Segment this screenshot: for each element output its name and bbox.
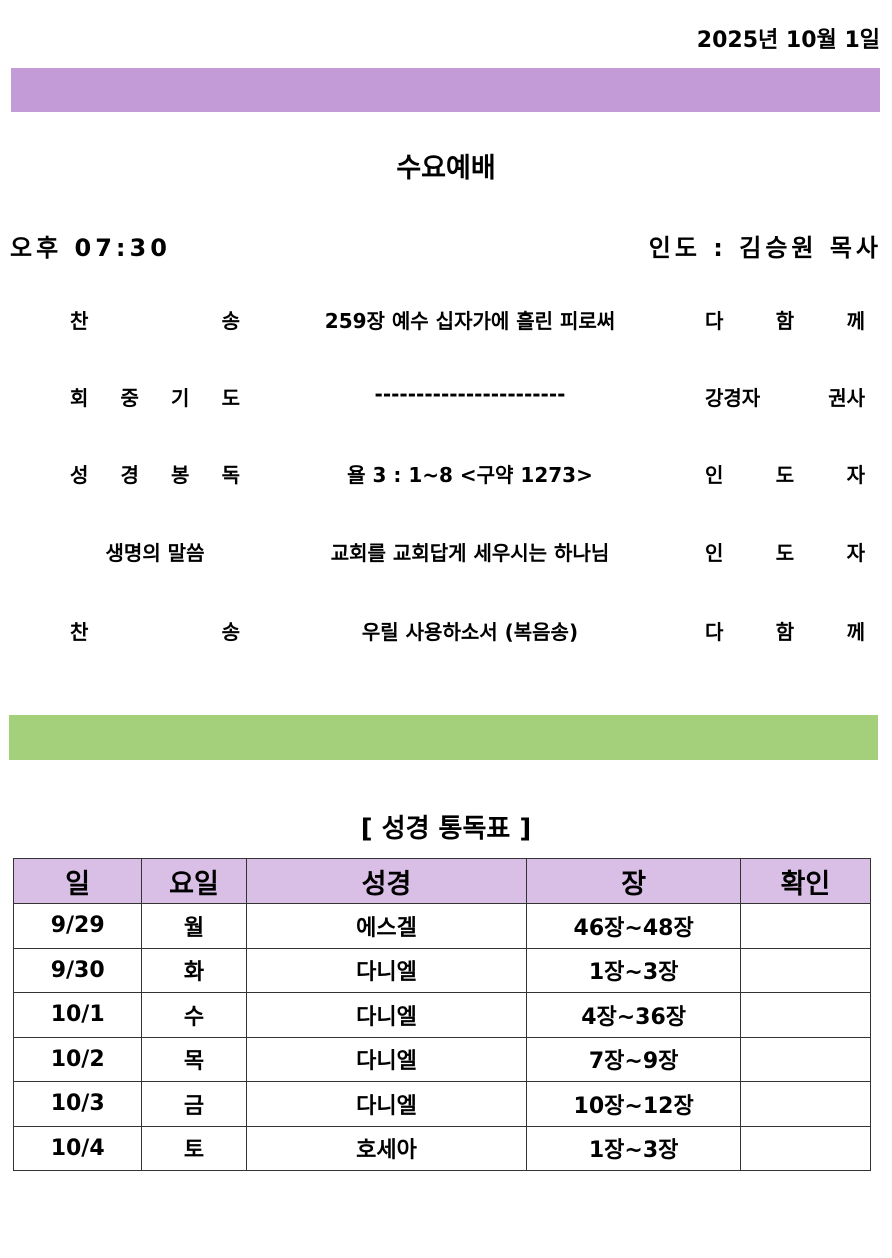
table-header-row: 일 요일 성경 장 확인 [12, 858, 872, 904]
column-header: 일 [12, 858, 143, 904]
order-label: 찬 송 [70, 309, 240, 333]
order-person: 인 도 자 [705, 463, 865, 487]
date-cell: 10/4 [12, 1125, 143, 1171]
weekday-cell: 월 [141, 903, 247, 949]
column-header: 장 [526, 858, 741, 904]
bible-reading-table: 일 요일 성경 장 확인 9/29 월 에스겔 46장~48장 9/30 화 다니엘 1장~3장 10/… [12, 858, 872, 1171]
date-cell: 10/1 [12, 992, 143, 1038]
check-cell[interactable] [739, 1125, 872, 1171]
check-cell[interactable] [739, 1036, 872, 1082]
table-row: 10/1 수 다니엘 4장~36장 [12, 992, 872, 1038]
table-row: 9/30 화 다니엘 1장~3장 [12, 947, 872, 993]
reading-table-title: [ 성경 통독표 ] [360, 814, 532, 844]
book-cell: 호세아 [245, 1125, 528, 1171]
order-label: 성 경 봉 독 [70, 463, 240, 487]
book-cell: 다니엘 [245, 947, 528, 993]
order-content: 교회를 교회답게 세우시는 하나님 [330, 541, 610, 565]
service-title: 수요예배 [396, 153, 496, 184]
service-leader: 인도 : 김승원 목사 [648, 234, 882, 262]
bulletin-date: 2025년 10월 1일 [696, 28, 880, 53]
check-cell[interactable] [739, 947, 872, 993]
book-cell: 다니엘 [245, 1036, 528, 1082]
date-cell: 9/29 [12, 903, 143, 949]
chapters-cell: 1장~3장 [526, 947, 741, 993]
chapters-cell: 46장~48장 [526, 903, 741, 949]
order-person: 다 함 께 [705, 620, 865, 644]
order-item: 생명의 말씀 교회를 교회답게 세우시는 하나님 인 도 자 [0, 537, 892, 567]
order-label: 생명의 말씀 [105, 541, 205, 565]
weekday-cell: 수 [141, 992, 247, 1038]
order-item: 찬 송 259장 예수 십자가에 흘린 피로써 다 함 께 [0, 305, 892, 335]
order-label: 찬 송 [70, 620, 240, 644]
order-item: 성 경 봉 독 욜 3 : 1~8 <구약 1273> 인 도 자 [0, 459, 892, 489]
order-content: 우릴 사용하소서 (복음송) [361, 620, 579, 644]
date-cell: 10/2 [12, 1036, 143, 1082]
weekday-cell: 화 [141, 947, 247, 993]
book-cell: 다니엘 [245, 1081, 528, 1127]
order-content: 259장 예수 십자가에 흘린 피로써 [324, 309, 616, 333]
order-content: ----------------------- [374, 382, 566, 406]
weekday-cell: 목 [141, 1036, 247, 1082]
order-person: 강경자 권사 [705, 386, 865, 410]
check-cell[interactable] [739, 903, 872, 949]
order-content: 욜 3 : 1~8 <구약 1273> [347, 463, 593, 487]
chapters-cell: 10장~12장 [526, 1081, 741, 1127]
column-header: 성경 [245, 858, 528, 904]
order-label: 회 중 기 도 [70, 386, 240, 410]
order-person: 인 도 자 [705, 541, 865, 565]
check-cell[interactable] [739, 1081, 872, 1127]
chapters-cell: 4장~36장 [526, 992, 741, 1038]
book-cell: 다니엘 [245, 992, 528, 1038]
chapters-cell: 7장~9장 [526, 1036, 741, 1082]
weekday-cell: 금 [141, 1081, 247, 1127]
order-item: 회 중 기 도 ----------------------- 강경자 권사 [0, 382, 892, 412]
check-cell[interactable] [739, 992, 872, 1038]
green-divider-bar [9, 715, 878, 760]
book-cell: 에스겔 [245, 903, 528, 949]
order-person: 다 함 께 [705, 309, 865, 333]
purple-divider-bar [11, 68, 880, 112]
order-item: 찬 송 우릴 사용하소서 (복음송) 다 함 께 [0, 616, 892, 646]
chapters-cell: 1장~3장 [526, 1125, 741, 1171]
table-row: 9/29 월 에스겔 46장~48장 [12, 903, 872, 949]
table-row: 10/2 목 다니엘 7장~9장 [12, 1036, 872, 1082]
column-header: 요일 [141, 858, 247, 904]
service-time: 오후 07:30 [10, 234, 171, 262]
date-cell: 9/30 [12, 947, 143, 993]
weekday-cell: 토 [141, 1125, 247, 1171]
table-row: 10/3 금 다니엘 10장~12장 [12, 1081, 872, 1127]
column-header: 확인 [739, 858, 872, 904]
date-cell: 10/3 [12, 1081, 143, 1127]
table-row: 10/4 토 호세아 1장~3장 [12, 1125, 872, 1171]
